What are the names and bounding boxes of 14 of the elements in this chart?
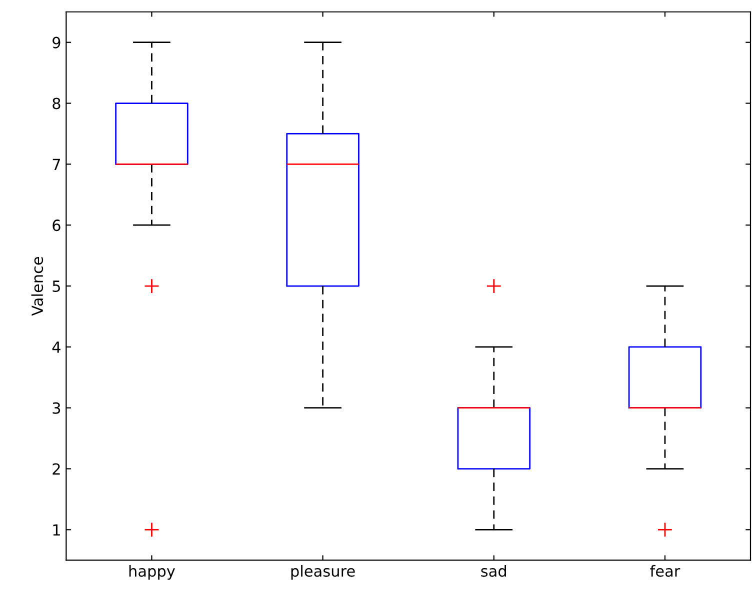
y-tick-label: 6 — [52, 220, 60, 232]
y-tick-label: 5 — [52, 280, 60, 292]
y-tick-label: 3 — [52, 402, 60, 414]
x-tick-label: pleasure — [291, 565, 355, 580]
x-tick-label: happy — [129, 565, 175, 580]
y-axis-title: Valence — [31, 256, 44, 316]
y-tick-label: 8 — [52, 98, 60, 110]
x-tick-label: sad — [481, 565, 506, 577]
y-tick-label: 9 — [52, 36, 60, 48]
y-tick-label: 1 — [53, 524, 60, 536]
y-tick-label: 7 — [52, 158, 60, 170]
y-tick-label: 4 — [52, 342, 60, 353]
x-tick-label: fear — [650, 565, 680, 577]
y-tick-label: 2 — [52, 463, 60, 475]
